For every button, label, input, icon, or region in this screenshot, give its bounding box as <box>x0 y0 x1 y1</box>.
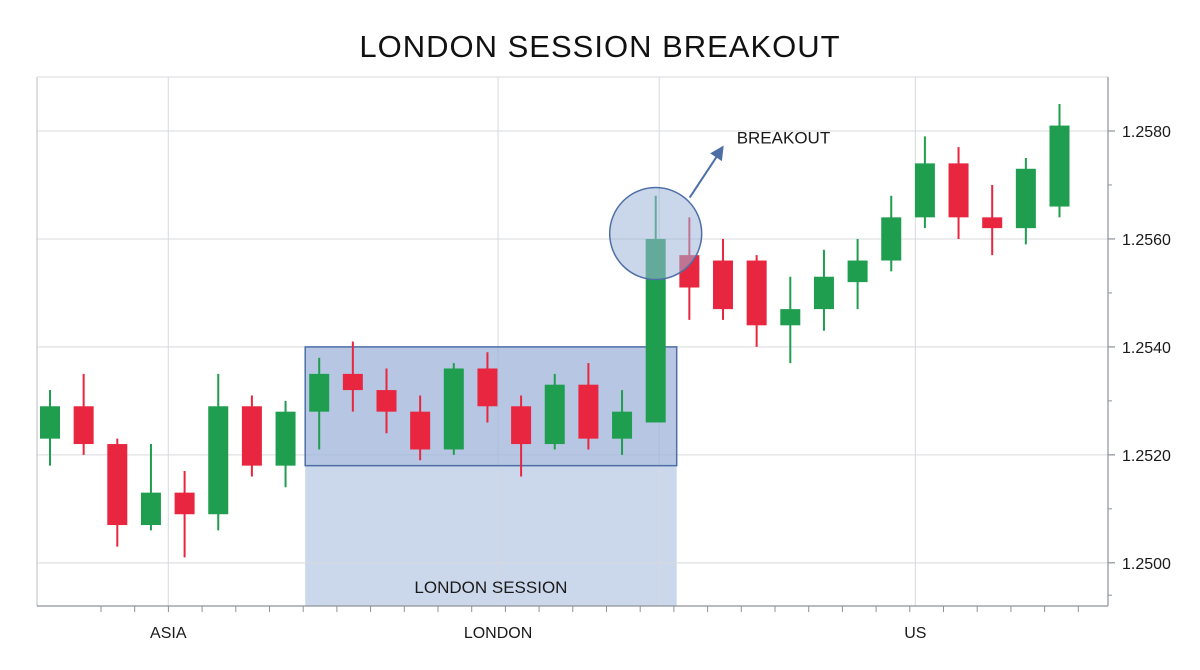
candles <box>40 103 1070 558</box>
london-session-background <box>305 465 677 606</box>
candle-body <box>511 406 532 445</box>
candle-body <box>544 384 565 445</box>
candle-18 <box>612 390 633 455</box>
candle-body <box>309 373 330 412</box>
candle-29 <box>982 184 1003 256</box>
breakout-arrow-shaft <box>688 149 722 199</box>
candle-body <box>713 260 733 310</box>
candle-body <box>477 368 498 407</box>
candle-body <box>1015 168 1036 229</box>
candle-4 <box>140 444 161 531</box>
candle-body <box>645 238 666 423</box>
candle-25 <box>847 238 868 310</box>
candle-1 <box>40 390 60 466</box>
candle-3 <box>107 438 128 547</box>
candle-body <box>40 406 60 439</box>
candle-body <box>410 411 431 450</box>
candle-body <box>914 163 935 218</box>
chart-title: LONDON SESSION BREAKOUT <box>359 29 840 64</box>
breakout-label: BREAKOUT <box>737 129 831 148</box>
candle-body <box>813 276 834 310</box>
candle-12 <box>410 395 431 461</box>
candle-body <box>342 373 363 391</box>
candle-body <box>140 492 161 526</box>
candle-body <box>982 217 1003 229</box>
candle-10 <box>342 341 363 412</box>
candle-body <box>208 406 229 515</box>
candle-6 <box>208 373 229 531</box>
candle-22 <box>746 255 767 347</box>
x-session-label: US <box>904 625 926 642</box>
candle-13 <box>443 363 464 455</box>
candle-body <box>73 406 94 445</box>
candle-2 <box>73 373 94 455</box>
candle-body <box>275 411 296 466</box>
candle-23 <box>780 276 801 364</box>
candle-28 <box>948 147 969 239</box>
candle-body <box>107 444 128 526</box>
y-tick-label: 1.2580 <box>1122 124 1171 141</box>
y-tick-label: 1.2540 <box>1122 340 1171 357</box>
candle-body <box>746 260 767 326</box>
candle-body <box>241 406 262 466</box>
candle-body <box>881 217 902 261</box>
candle-11 <box>376 368 397 434</box>
x-session-label: ASIA <box>150 625 187 642</box>
candle-body <box>578 384 599 439</box>
breakout-arrow-head <box>710 145 724 162</box>
candle-21 <box>713 238 733 320</box>
candle-16 <box>544 373 565 450</box>
breakout-annotation <box>608 145 724 281</box>
candle-8 <box>275 400 296 488</box>
candle-body <box>174 492 195 515</box>
candle-27 <box>914 136 935 229</box>
x-axis: ASIA LONDON US <box>100 606 1079 642</box>
london-session-label: LONDON SESSION <box>414 578 567 597</box>
candle-body <box>780 309 801 326</box>
candle-body <box>443 368 464 450</box>
candle-body <box>847 260 868 283</box>
y-tick-label: 1.2560 <box>1122 232 1171 249</box>
candle-17 <box>578 363 599 450</box>
candle-body <box>376 390 397 412</box>
candle-26 <box>881 195 902 272</box>
london-session-shade <box>305 465 677 606</box>
candle-body <box>612 411 633 439</box>
candle-7 <box>241 395 262 477</box>
candle-30 <box>1015 157 1036 245</box>
candle-body <box>948 163 969 218</box>
breakout-circle <box>608 186 703 281</box>
candle-15 <box>511 395 532 477</box>
candle-body <box>1049 125 1070 207</box>
x-session-label: LONDON <box>464 625 532 642</box>
candle-14 <box>477 352 498 423</box>
y-axis: 1.2500 1.2520 1.2540 1.2560 1.2580 <box>1108 124 1171 596</box>
y-tick-label: 1.2500 <box>1122 556 1171 573</box>
candle-5 <box>174 471 195 558</box>
candle-24 <box>813 249 834 331</box>
candle-9 <box>309 357 330 450</box>
candle-31 <box>1049 103 1070 218</box>
y-tick-label: 1.2520 <box>1122 448 1171 465</box>
